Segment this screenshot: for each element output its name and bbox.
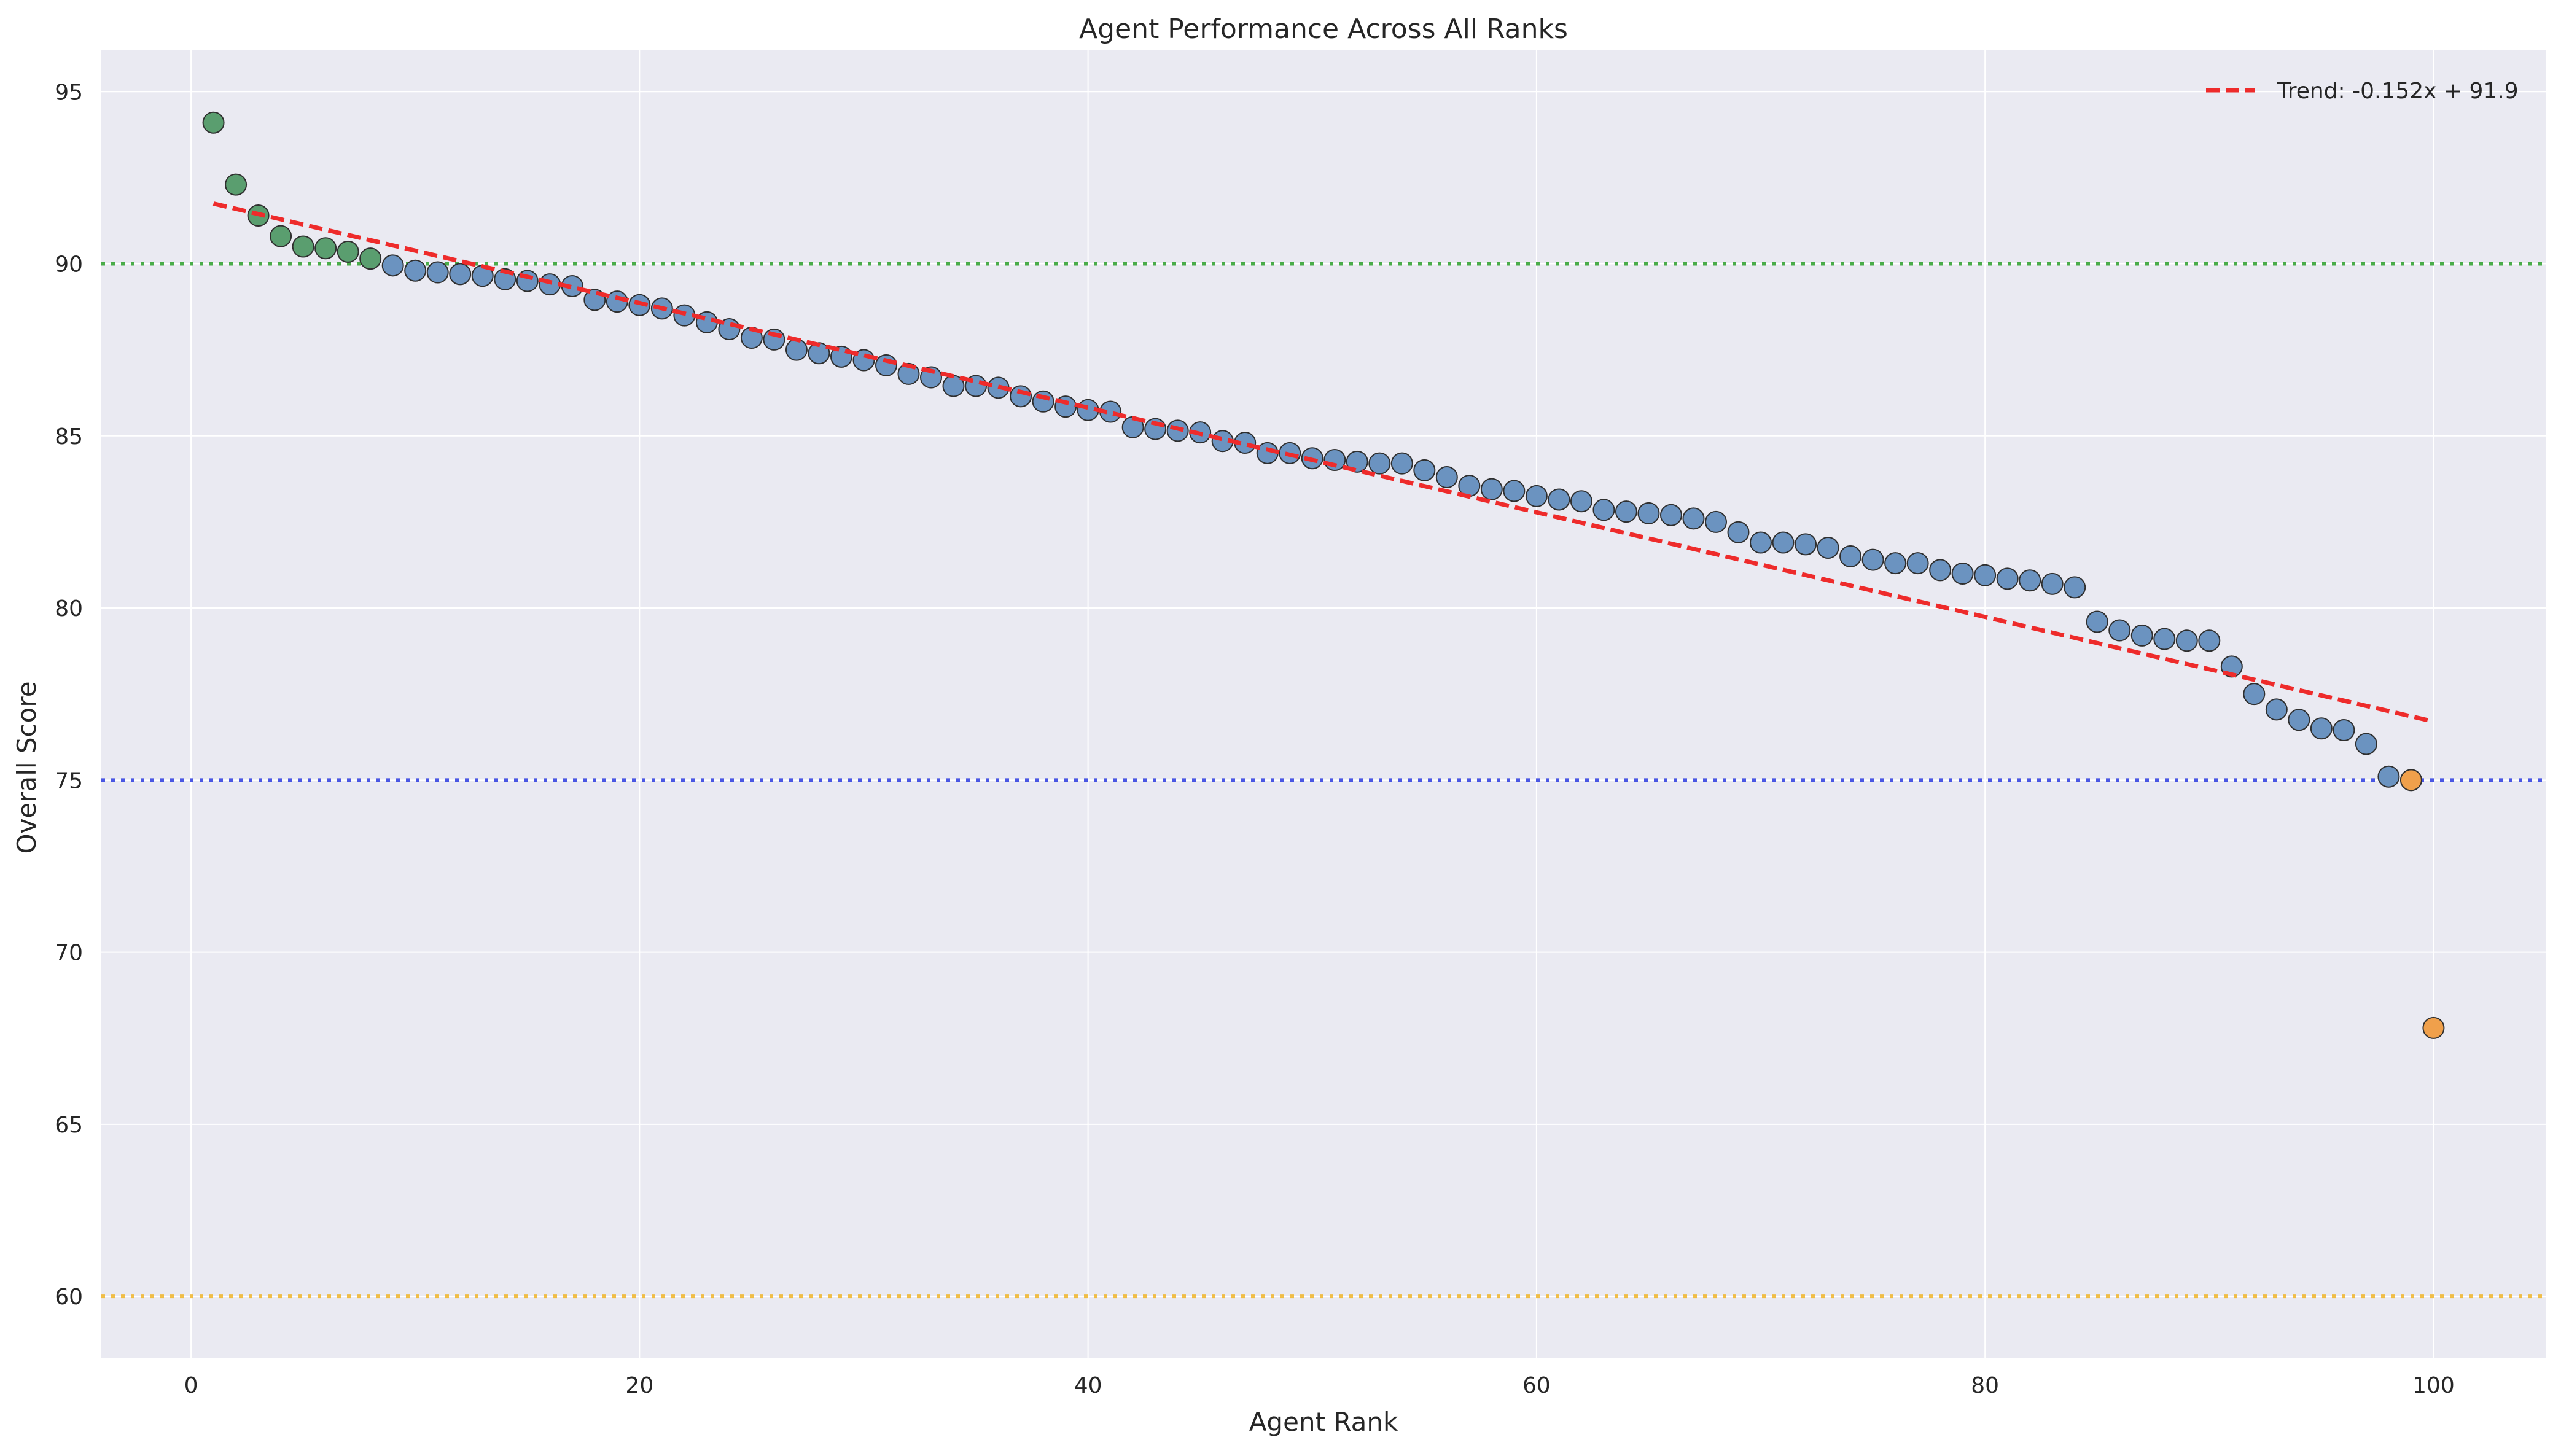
trend-line-group xyxy=(212,201,2434,724)
x-tick-label: 80 xyxy=(1971,1373,1999,1398)
data-point-mid xyxy=(1727,521,1750,543)
x-tick-label: 100 xyxy=(2412,1373,2455,1398)
data-point-mid xyxy=(1368,452,1391,475)
data-point-mid xyxy=(1929,559,1952,582)
data-point-mid xyxy=(1637,502,1660,524)
data-point-mid xyxy=(1570,490,1592,513)
data-point-mid xyxy=(2019,569,2041,592)
data-point-top xyxy=(225,173,248,196)
x-tick-label: 20 xyxy=(625,1373,653,1398)
y-tick-label: 70 xyxy=(55,941,83,966)
data-point-mid xyxy=(1592,499,1615,521)
data-point-mid xyxy=(1772,531,1795,554)
data-point-mid xyxy=(763,328,785,351)
data-point-mid xyxy=(2265,698,2288,721)
trend-line xyxy=(212,201,2434,724)
x-tick-label: 40 xyxy=(1074,1373,1102,1398)
y-axis-ticks: 60 65 70 75 80 85 90 95 xyxy=(55,80,83,1310)
data-point-mid xyxy=(1839,545,1862,567)
y-tick-label: 65 xyxy=(55,1113,83,1138)
data-point-mid xyxy=(1659,504,1682,526)
data-point-mid xyxy=(1480,478,1503,500)
data-point-mid xyxy=(2288,709,2310,731)
data-point-mid xyxy=(1413,459,1436,481)
data-point-mid xyxy=(785,338,808,361)
data-point-mid xyxy=(1010,385,1032,408)
data-point-mid xyxy=(1996,567,2019,590)
data-point-mid xyxy=(404,259,427,282)
legend-trend-label: Trend: -0.152x + 91.9 xyxy=(2277,79,2519,104)
data-point-mid xyxy=(1548,488,1570,511)
reference-lines xyxy=(101,262,2546,1299)
data-point-mid xyxy=(2108,619,2131,642)
data-point-top xyxy=(359,247,382,270)
data-point-top xyxy=(292,235,314,258)
data-point-mid xyxy=(2333,719,2355,742)
data-point-mid xyxy=(875,354,897,376)
data-point-top xyxy=(202,111,225,134)
data-point-mid xyxy=(2175,629,2198,652)
data-point-mid xyxy=(1525,485,1548,507)
data-point-mid xyxy=(426,261,449,284)
data-point-mid xyxy=(1390,452,1413,475)
data-point-mid xyxy=(1346,450,1368,473)
data-point-top xyxy=(270,225,292,247)
data-point-mid xyxy=(1906,552,1929,575)
plot-area xyxy=(101,50,2546,1358)
data-point-mid xyxy=(2130,624,2153,647)
data-point-mid xyxy=(2153,628,2176,650)
data-point-mid xyxy=(1704,510,1727,533)
data-point-mid xyxy=(1615,500,1637,523)
data-point-mid xyxy=(1974,564,1997,586)
data-point-mid xyxy=(1503,480,1526,502)
data-point-mid xyxy=(2041,572,2064,595)
data-point-mid xyxy=(920,366,943,389)
data-point-mid xyxy=(449,263,472,286)
y-axis-label: Overall Score xyxy=(12,681,42,854)
data-point-mid xyxy=(1795,533,1817,556)
data-point-mid xyxy=(1884,552,1907,575)
data-point-mid xyxy=(1435,466,1458,489)
chart-title: Agent Performance Across All Ranks xyxy=(1079,14,1568,45)
data-point-mid xyxy=(2310,717,2333,740)
data-point-mid xyxy=(381,254,404,277)
y-tick-label: 80 xyxy=(55,596,83,621)
data-point-mid xyxy=(539,273,561,296)
data-point-mid xyxy=(2086,610,2108,633)
y-tick-label: 60 xyxy=(55,1285,83,1310)
data-point-top xyxy=(337,240,359,263)
data-point-mid xyxy=(2377,765,2400,788)
x-tick-label: 0 xyxy=(184,1373,198,1398)
y-tick-label: 75 xyxy=(55,768,83,793)
data-point-mid xyxy=(1861,548,1884,571)
data-point-mid xyxy=(2243,683,2266,706)
data-point-mid xyxy=(1682,507,1705,530)
x-axis-ticks: 0 20 40 60 80 100 xyxy=(184,1373,2455,1398)
data-point-mid xyxy=(1817,536,1839,559)
data-point-low xyxy=(2399,769,2422,792)
x-axis-label: Agent Rank xyxy=(1249,1407,1398,1437)
y-tick-label: 85 xyxy=(55,424,83,450)
data-point-mid xyxy=(2198,629,2221,652)
x-tick-label: 60 xyxy=(1522,1373,1551,1398)
data-point-mid xyxy=(2064,576,2086,599)
data-point-mid xyxy=(1951,563,1974,585)
legend: Trend: -0.152x + 91.9 xyxy=(2206,79,2519,104)
data-point-mid xyxy=(1750,531,1772,554)
data-point-low xyxy=(2422,1016,2445,1039)
data-point-mid xyxy=(2355,733,2377,755)
y-tick-label: 95 xyxy=(55,80,83,105)
data-point-mid xyxy=(1032,390,1054,413)
data-point-top xyxy=(314,237,337,260)
y-tick-label: 90 xyxy=(55,252,83,278)
